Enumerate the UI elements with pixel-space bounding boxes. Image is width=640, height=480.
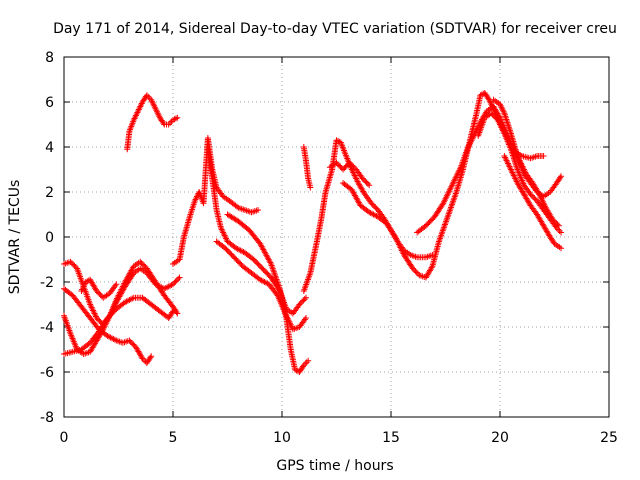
data-point-track-5 <box>98 292 104 298</box>
data-point-track-5 <box>96 291 102 297</box>
data-point-track-2 <box>174 277 180 283</box>
data-points <box>61 90 564 375</box>
y-tick-label: 2 <box>45 185 54 201</box>
data-point-track-8 <box>300 297 306 303</box>
axis-ticks: 0 5 10 15 20 25 -8 -6 -4 -2 0 2 4 6 8 <box>40 50 618 446</box>
data-point-track-2 <box>173 279 179 285</box>
y-tick-label: -6 <box>40 365 54 381</box>
data-point-track-17 <box>506 124 512 130</box>
x-axis-label: GPS time / hours <box>276 458 393 474</box>
data-point-track-8 <box>299 299 305 305</box>
data-point-track-1 <box>140 261 146 267</box>
data-point-track-1 <box>139 260 145 266</box>
data-point-track-16 <box>557 228 563 234</box>
data-point-track-10 <box>305 358 311 364</box>
data-point-track-13 <box>364 180 370 186</box>
x-tick-label: 20 <box>491 430 509 446</box>
sdtvar-chart: Day 171 of 2014, Sidereal Day-to-day VTE… <box>0 0 640 480</box>
data-point-track-6 <box>173 116 179 122</box>
data-point-track-16 <box>558 230 564 236</box>
y-tick-label: -8 <box>40 410 54 426</box>
data-point-track-12 <box>371 203 377 209</box>
x-tick-label: 0 <box>60 430 69 446</box>
data-point-track-16 <box>531 195 537 201</box>
data-point-track-12 <box>372 204 378 210</box>
x-tick-label: 5 <box>169 430 178 446</box>
data-point-track-13 <box>337 164 343 170</box>
data-point-track-17 <box>503 116 509 122</box>
data-point-track-1 <box>71 263 77 269</box>
data-point-track-17 <box>504 120 510 126</box>
data-point-track-13 <box>335 161 341 167</box>
data-point-track-13 <box>362 178 368 184</box>
x-tick-label: 15 <box>382 430 400 446</box>
data-point-track-8 <box>303 295 309 301</box>
data-point-track-8 <box>302 296 308 302</box>
data-point-track-4 <box>130 342 136 348</box>
data-point-track-13 <box>340 167 346 173</box>
data-point-track-4 <box>128 339 134 345</box>
chart-title: Day 171 of 2014, Sidereal Day-to-day VTE… <box>53 21 617 37</box>
data-point-track-17 <box>505 123 511 129</box>
data-point-track-14 <box>412 268 418 274</box>
data-point-track-2 <box>175 276 181 282</box>
data-point-track-17 <box>503 115 509 121</box>
x-tick-label: 25 <box>600 430 618 446</box>
data-point-track-13 <box>365 181 371 187</box>
data-point-track-6 <box>167 120 173 126</box>
data-point-track-17 <box>504 118 510 124</box>
data-point-track-17 <box>505 121 511 127</box>
y-tick-label: -2 <box>40 275 54 291</box>
data-point-track-14 <box>414 270 420 276</box>
y-axis-label: SDTVAR / TECUs <box>7 180 23 295</box>
y-tick-label: 4 <box>45 140 54 156</box>
data-point-track-13 <box>366 182 372 188</box>
data-point-track-16 <box>530 194 536 200</box>
y-tick-label: -4 <box>40 320 54 336</box>
y-tick-label: 8 <box>45 50 54 66</box>
x-tick-label: 10 <box>273 430 291 446</box>
data-point-track-13 <box>336 162 342 168</box>
y-tick-label: 6 <box>45 95 54 111</box>
data-point-track-13 <box>341 165 347 171</box>
y-tick-label: 0 <box>45 230 54 246</box>
data-point-track-2 <box>177 275 183 281</box>
data-point-track-1 <box>69 260 75 266</box>
data-point-track-10 <box>304 359 310 365</box>
